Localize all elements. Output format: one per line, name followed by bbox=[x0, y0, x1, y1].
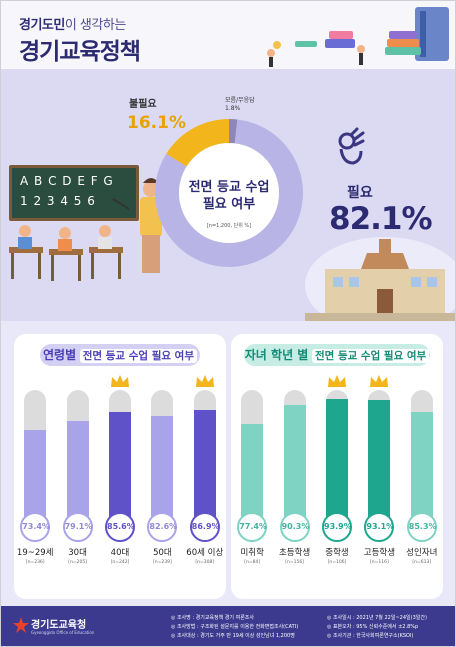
crown-icon bbox=[111, 375, 129, 387]
slice-value-needed: 82.1% bbox=[329, 201, 433, 237]
bar-category-label: 초등학생 bbox=[278, 548, 311, 558]
blackboard: A B C D E F G 1 2 3 4 5 6 bbox=[9, 165, 139, 221]
bar-base-label: [n=308] bbox=[195, 560, 215, 565]
bar-category-label: 50대 bbox=[153, 548, 172, 558]
bar-base-label: [n=116] bbox=[370, 560, 389, 565]
bar-value-label: 90.3% bbox=[279, 512, 310, 542]
bar-base-label: [n=106] bbox=[327, 560, 347, 565]
donut-center-title: 전면 등교 수업 필요 여부 bbox=[188, 180, 270, 212]
bar bbox=[151, 416, 174, 540]
bar-value-label: 79.1% bbox=[62, 512, 93, 542]
hero-section: A B C D E F G 1 2 3 4 5 6 전면 등교 수업 필요 여부… bbox=[1, 69, 455, 321]
slice-value-unknown: 1.8% bbox=[225, 105, 241, 112]
books-illustration bbox=[267, 7, 449, 67]
bar-track bbox=[109, 390, 131, 540]
bar-base-label: [n=239] bbox=[153, 560, 172, 565]
slice-value-unnecessary: 16.1% bbox=[127, 113, 186, 133]
bar bbox=[66, 421, 89, 540]
bar-base-label: [n=613] bbox=[412, 560, 432, 565]
blackboard-numbers: 1 2 3 4 5 6 bbox=[20, 194, 96, 208]
bar-base-label: [n=156] bbox=[285, 560, 304, 565]
office-of-education-logo-icon bbox=[13, 617, 29, 633]
slice-label-unnecessary: 불필요 bbox=[129, 99, 157, 110]
footer-note: ◎ 표본오차 : 95% 신뢰수준에서 ±2.8%p bbox=[327, 624, 419, 630]
blackboard-letters: A B C D E F G bbox=[20, 174, 114, 188]
footer-note: ◎ 조사명 : 경기교육정책 경기 여론조사 bbox=[171, 615, 254, 621]
bar-category-label: 고등학생 bbox=[363, 548, 396, 558]
bar-category-label: 미취학 bbox=[240, 548, 264, 558]
age-chart-title: 연령별 전면 등교 수업 필요 여부 bbox=[40, 344, 200, 366]
footer-note: ◎ 조사대상 : 경기도 거주 만 19세 이상 성인남녀 1,200명 bbox=[171, 633, 295, 639]
footer-org: 경기도교육청 bbox=[31, 620, 87, 631]
donut-base: [n=1,200, 단위 %] bbox=[206, 223, 252, 229]
bar-value-label: 73.4% bbox=[20, 512, 51, 542]
bar-value-label: 85.6% bbox=[105, 512, 135, 542]
bar-track bbox=[283, 390, 306, 540]
bar bbox=[193, 409, 216, 540]
footer-note: ◎ 조사기관 : 한국사회여론연구소(KSOI) bbox=[327, 633, 414, 639]
bar bbox=[326, 399, 348, 540]
school-chart-title: 자녀 학년 별 전면 등교 수업 필요 여부 bbox=[244, 344, 430, 366]
page-title: 경기교육정책 bbox=[19, 39, 141, 65]
bar-track bbox=[151, 390, 174, 540]
school-chart-panel: 자녀 학년 별 전면 등교 수업 필요 여부 77.4% 미취학 [n=84] 90.… bbox=[231, 334, 443, 599]
age-chart-panel: 연령별 전면 등교 수업 필요 여부 73.4% 19~29세 [n=236] 79.… bbox=[14, 334, 226, 599]
bar-base-label: [n=242] bbox=[110, 560, 130, 565]
bar-track bbox=[410, 390, 433, 540]
bar bbox=[241, 423, 264, 540]
bar-category-label: 30대 bbox=[68, 548, 87, 558]
header: 경기도민이 생각하는 경기교육정책 bbox=[1, 1, 455, 69]
kicker: 경기도민이 생각하는 bbox=[19, 18, 126, 33]
crown-icon bbox=[328, 375, 346, 387]
bar-category-label: 중학생 bbox=[325, 548, 349, 558]
bar bbox=[109, 411, 131, 540]
bar-base-label: [n=205] bbox=[68, 560, 87, 565]
crown-icon bbox=[370, 375, 389, 387]
footer-note: ◎ 조사일시 : 2021년 7월 22일~24일(3일간) bbox=[327, 615, 427, 621]
footer-org-sub: Gyeonggido Office of Education bbox=[31, 630, 95, 635]
bar-track bbox=[326, 390, 348, 540]
donut-slice bbox=[155, 119, 303, 267]
school-building-illustration bbox=[305, 237, 455, 321]
crown-icon bbox=[195, 375, 214, 387]
bar-track bbox=[241, 390, 264, 540]
bar-value-label: 93.1% bbox=[364, 512, 395, 542]
bar-base-label: [n=236] bbox=[25, 560, 45, 565]
bar-value-label: 85.3% bbox=[406, 512, 437, 542]
bar-category-label: 성인자녀 bbox=[406, 548, 438, 558]
bar-value-label: 77.4% bbox=[237, 512, 268, 542]
donut-slice bbox=[229, 119, 238, 144]
slice-label-needed: 필요 bbox=[347, 185, 373, 201]
footer: 경기도교육청 Gyeonggido Office of Education ◎ … bbox=[1, 606, 455, 646]
bar bbox=[368, 400, 391, 540]
classroom-illustration bbox=[9, 178, 162, 281]
bar-base-label: [n=84] bbox=[244, 560, 261, 565]
bar-category-label: 60세 이상 bbox=[186, 548, 224, 558]
donut-hole bbox=[179, 143, 279, 243]
bar-track bbox=[368, 390, 391, 540]
bar bbox=[410, 412, 433, 540]
bar-category-label: 19~29세 bbox=[16, 548, 54, 558]
donut-chart bbox=[155, 119, 303, 267]
bar-value-label: 86.9% bbox=[189, 512, 220, 542]
bar bbox=[283, 404, 306, 540]
slice-label-unknown: 모름/무응답 bbox=[225, 97, 255, 104]
bar-value-label: 82.6% bbox=[147, 512, 178, 542]
donut-slice bbox=[166, 119, 229, 167]
ok-hand-icon bbox=[338, 127, 365, 165]
bar-track bbox=[193, 390, 216, 540]
footer-note: ◎ 조사방법 : 구조화된 설문지를 이용한 전화면접조사(CATI) bbox=[171, 624, 299, 630]
bar-track bbox=[66, 390, 89, 540]
bar-value-label: 93.9% bbox=[322, 512, 352, 542]
bar-category-label: 40대 bbox=[110, 548, 130, 558]
